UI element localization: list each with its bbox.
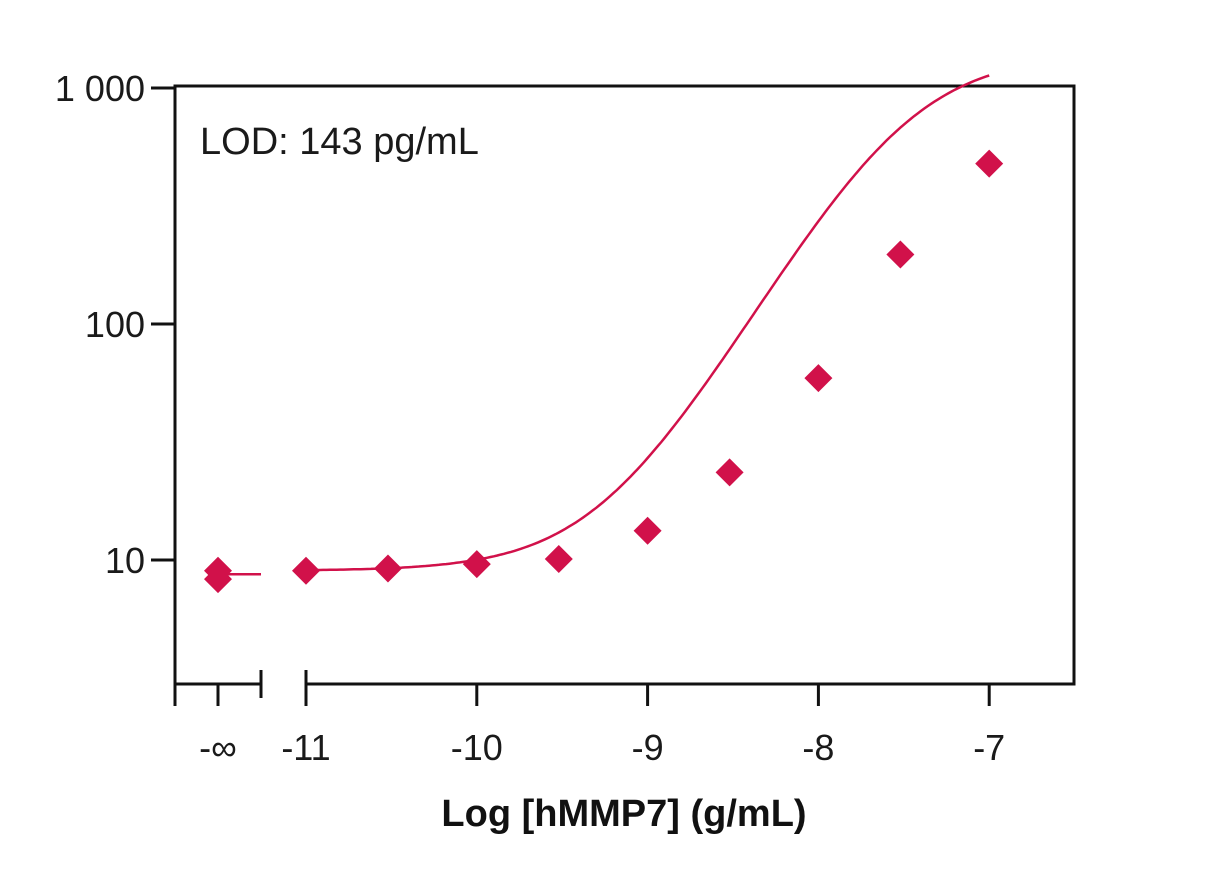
zero-dose-point — [204, 565, 232, 594]
data-point — [373, 554, 402, 583]
x-tick-label: -10 — [451, 727, 503, 768]
x-tick-label: -9 — [632, 727, 664, 768]
lod-annotation: LOD: 143 pg/mL — [200, 121, 479, 163]
y-axis: 10 100 1 000 — [55, 68, 175, 581]
series — [204, 74, 1004, 594]
y-tick-label: 100 — [85, 304, 145, 345]
x-tick-label: -∞ — [199, 727, 237, 768]
plot-frame — [173, 84, 1076, 686]
data-point — [886, 240, 915, 269]
y-tick-label: 10 — [105, 540, 145, 581]
data-point — [462, 550, 491, 579]
x-axis-title: Log [hMMP7] (g/mL) — [441, 793, 806, 835]
data-point — [544, 544, 573, 573]
data-point — [292, 556, 320, 585]
data-point — [715, 458, 744, 487]
y-tick-label: 1 000 — [55, 68, 145, 109]
x-tick-label: -7 — [973, 727, 1005, 768]
x-tick-label: -11 — [281, 727, 330, 768]
data-point — [633, 516, 662, 545]
fit-curve — [306, 74, 990, 572]
data-point — [804, 364, 833, 393]
x-axis: -∞ -11 -10 -9 -8 -7 — [173, 670, 1005, 768]
data-point — [975, 149, 1004, 178]
x-tick-label: -8 — [802, 727, 834, 768]
